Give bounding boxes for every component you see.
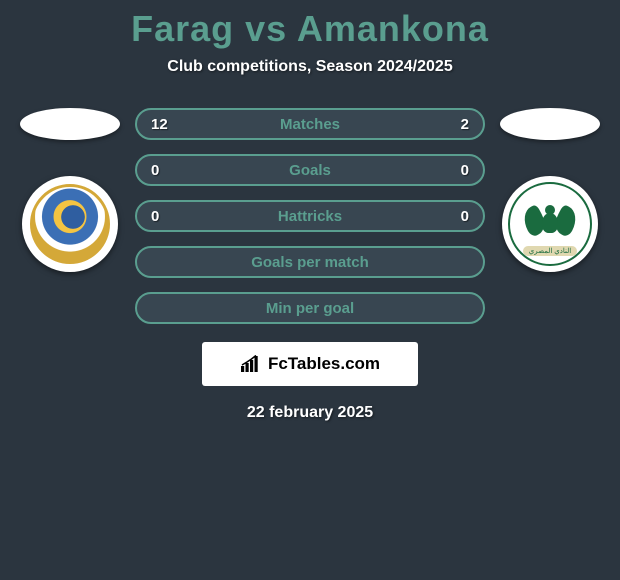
brand-badge[interactable]: FcTables.com <box>202 342 418 386</box>
stat-left-value: 0 <box>151 162 175 179</box>
stat-row-matches: 12 Matches 2 <box>135 108 485 140</box>
main-row: 12 Matches 2 0 Goals 0 0 Hattricks 0 Goa… <box>0 108 620 324</box>
stats-column: 12 Matches 2 0 Goals 0 0 Hattricks 0 Goa… <box>135 108 485 324</box>
left-flag-icon <box>20 108 120 140</box>
comparison-card: Farag vs Amankona Club competitions, Sea… <box>0 0 620 422</box>
right-flag-icon <box>500 108 600 140</box>
footer-date: 22 february 2025 <box>0 404 620 422</box>
brand-text: FcTables.com <box>268 354 380 374</box>
stat-row-goals: 0 Goals 0 <box>135 154 485 186</box>
stat-label: Goals <box>289 162 331 179</box>
left-club-badge <box>22 176 118 272</box>
stat-row-hattricks: 0 Hattricks 0 <box>135 200 485 232</box>
stat-right-value: 2 <box>445 116 469 133</box>
stat-row-mpg: Min per goal <box>135 292 485 324</box>
page-subtitle: Club competitions, Season 2024/2025 <box>0 58 620 76</box>
stat-label: Goals per match <box>251 254 369 271</box>
stat-label: Hattricks <box>278 208 342 225</box>
eagle-icon <box>520 199 580 249</box>
page-title: Farag vs Amankona <box>0 8 620 50</box>
ismaily-crest-icon <box>30 184 110 264</box>
stat-row-gpm: Goals per match <box>135 246 485 278</box>
chart-bars-icon <box>240 355 262 373</box>
stat-label: Matches <box>280 116 340 133</box>
stat-left-value: 0 <box>151 208 175 225</box>
arabic-label: النادي المصري <box>523 246 577 256</box>
right-club-badge: النادي المصري <box>502 176 598 272</box>
right-player-col: النادي المصري <box>495 108 605 272</box>
almasry-crest-icon: النادي المصري <box>508 182 592 266</box>
stat-right-value: 0 <box>445 162 469 179</box>
stat-right-value: 0 <box>445 208 469 225</box>
stat-left-value: 12 <box>151 116 175 133</box>
stat-label: Min per goal <box>266 300 354 317</box>
left-player-col <box>15 108 125 272</box>
